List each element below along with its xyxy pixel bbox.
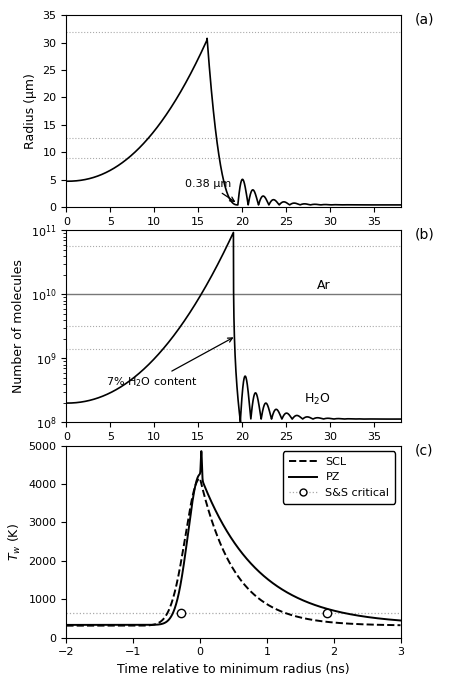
PZ bbox=[278, 584, 284, 593]
PZ bbox=[265, 575, 271, 584]
PZ bbox=[64, 621, 69, 629]
SCL bbox=[376, 621, 382, 629]
Text: (a): (a) bbox=[415, 12, 434, 26]
SCL bbox=[197, 474, 203, 482]
Text: Ar: Ar bbox=[317, 279, 330, 293]
Text: (c): (c) bbox=[415, 443, 433, 457]
SCL bbox=[147, 621, 153, 629]
Y-axis label: Radius (μm): Radius (μm) bbox=[24, 73, 37, 149]
PZ bbox=[199, 447, 204, 455]
PZ bbox=[147, 621, 153, 629]
PZ bbox=[398, 616, 403, 624]
Text: H$_2$O: H$_2$O bbox=[304, 392, 330, 407]
SCL bbox=[221, 549, 227, 557]
Text: 0.38 μm: 0.38 μm bbox=[185, 179, 234, 201]
Y-axis label: Number of molecules: Number of molecules bbox=[12, 259, 26, 393]
PZ bbox=[376, 614, 382, 622]
SCL bbox=[64, 622, 69, 630]
SCL bbox=[278, 607, 284, 615]
Text: 7% H$_2$O content: 7% H$_2$O content bbox=[106, 338, 232, 389]
Line: SCL: SCL bbox=[66, 478, 401, 626]
PZ bbox=[221, 523, 227, 531]
Legend: SCL, PZ, S&S critical: SCL, PZ, S&S critical bbox=[283, 451, 395, 504]
X-axis label: Time (μs): Time (μs) bbox=[204, 233, 263, 245]
SCL bbox=[303, 615, 309, 623]
Line: PZ: PZ bbox=[66, 451, 401, 625]
X-axis label: Time relative to minimum radius (ns): Time relative to minimum radius (ns) bbox=[117, 663, 350, 676]
SCL bbox=[265, 601, 271, 609]
SCL bbox=[398, 621, 403, 629]
PZ bbox=[303, 598, 309, 606]
Text: (b): (b) bbox=[415, 228, 435, 242]
X-axis label: Time (μs): Time (μs) bbox=[204, 448, 263, 460]
Y-axis label: $T_w$ (K): $T_w$ (K) bbox=[7, 522, 23, 561]
